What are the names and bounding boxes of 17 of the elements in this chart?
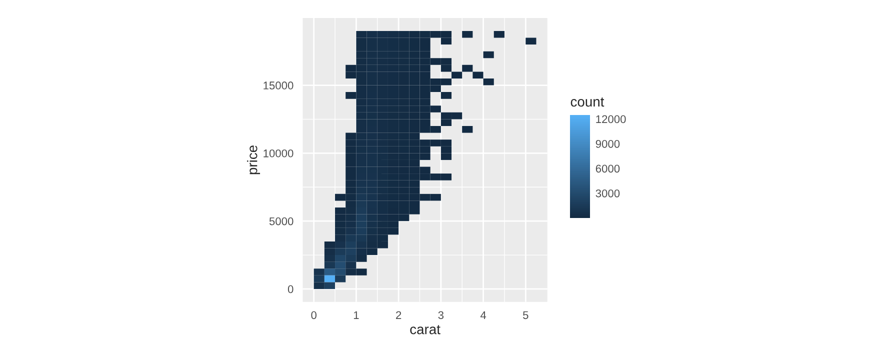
color-bar-label: 12000 [596,115,626,124]
x-tick-label: 0 [311,311,316,320]
y-tick-label: 0 [288,285,294,294]
color-bar-label: 6000 [596,164,620,173]
color-bar-label: 9000 [596,140,620,148]
color-bar-title: count [570,98,604,107]
color-bar-label: 3000 [596,189,620,198]
x-tick-label: 5 [523,311,528,320]
x-tick-label: 1 [354,311,359,319]
x-tick-label: 4 [480,311,486,319]
y-tick-label: 10000 [264,149,294,158]
x-tick-label: 2 [396,311,402,319]
x-tick-label: 3 [438,311,444,320]
y-tick-label: 5000 [269,217,294,226]
x-axis-title: carat [410,325,440,334]
y-axis-title: price [247,146,260,174]
y-tick-label: 15000 [264,82,294,90]
